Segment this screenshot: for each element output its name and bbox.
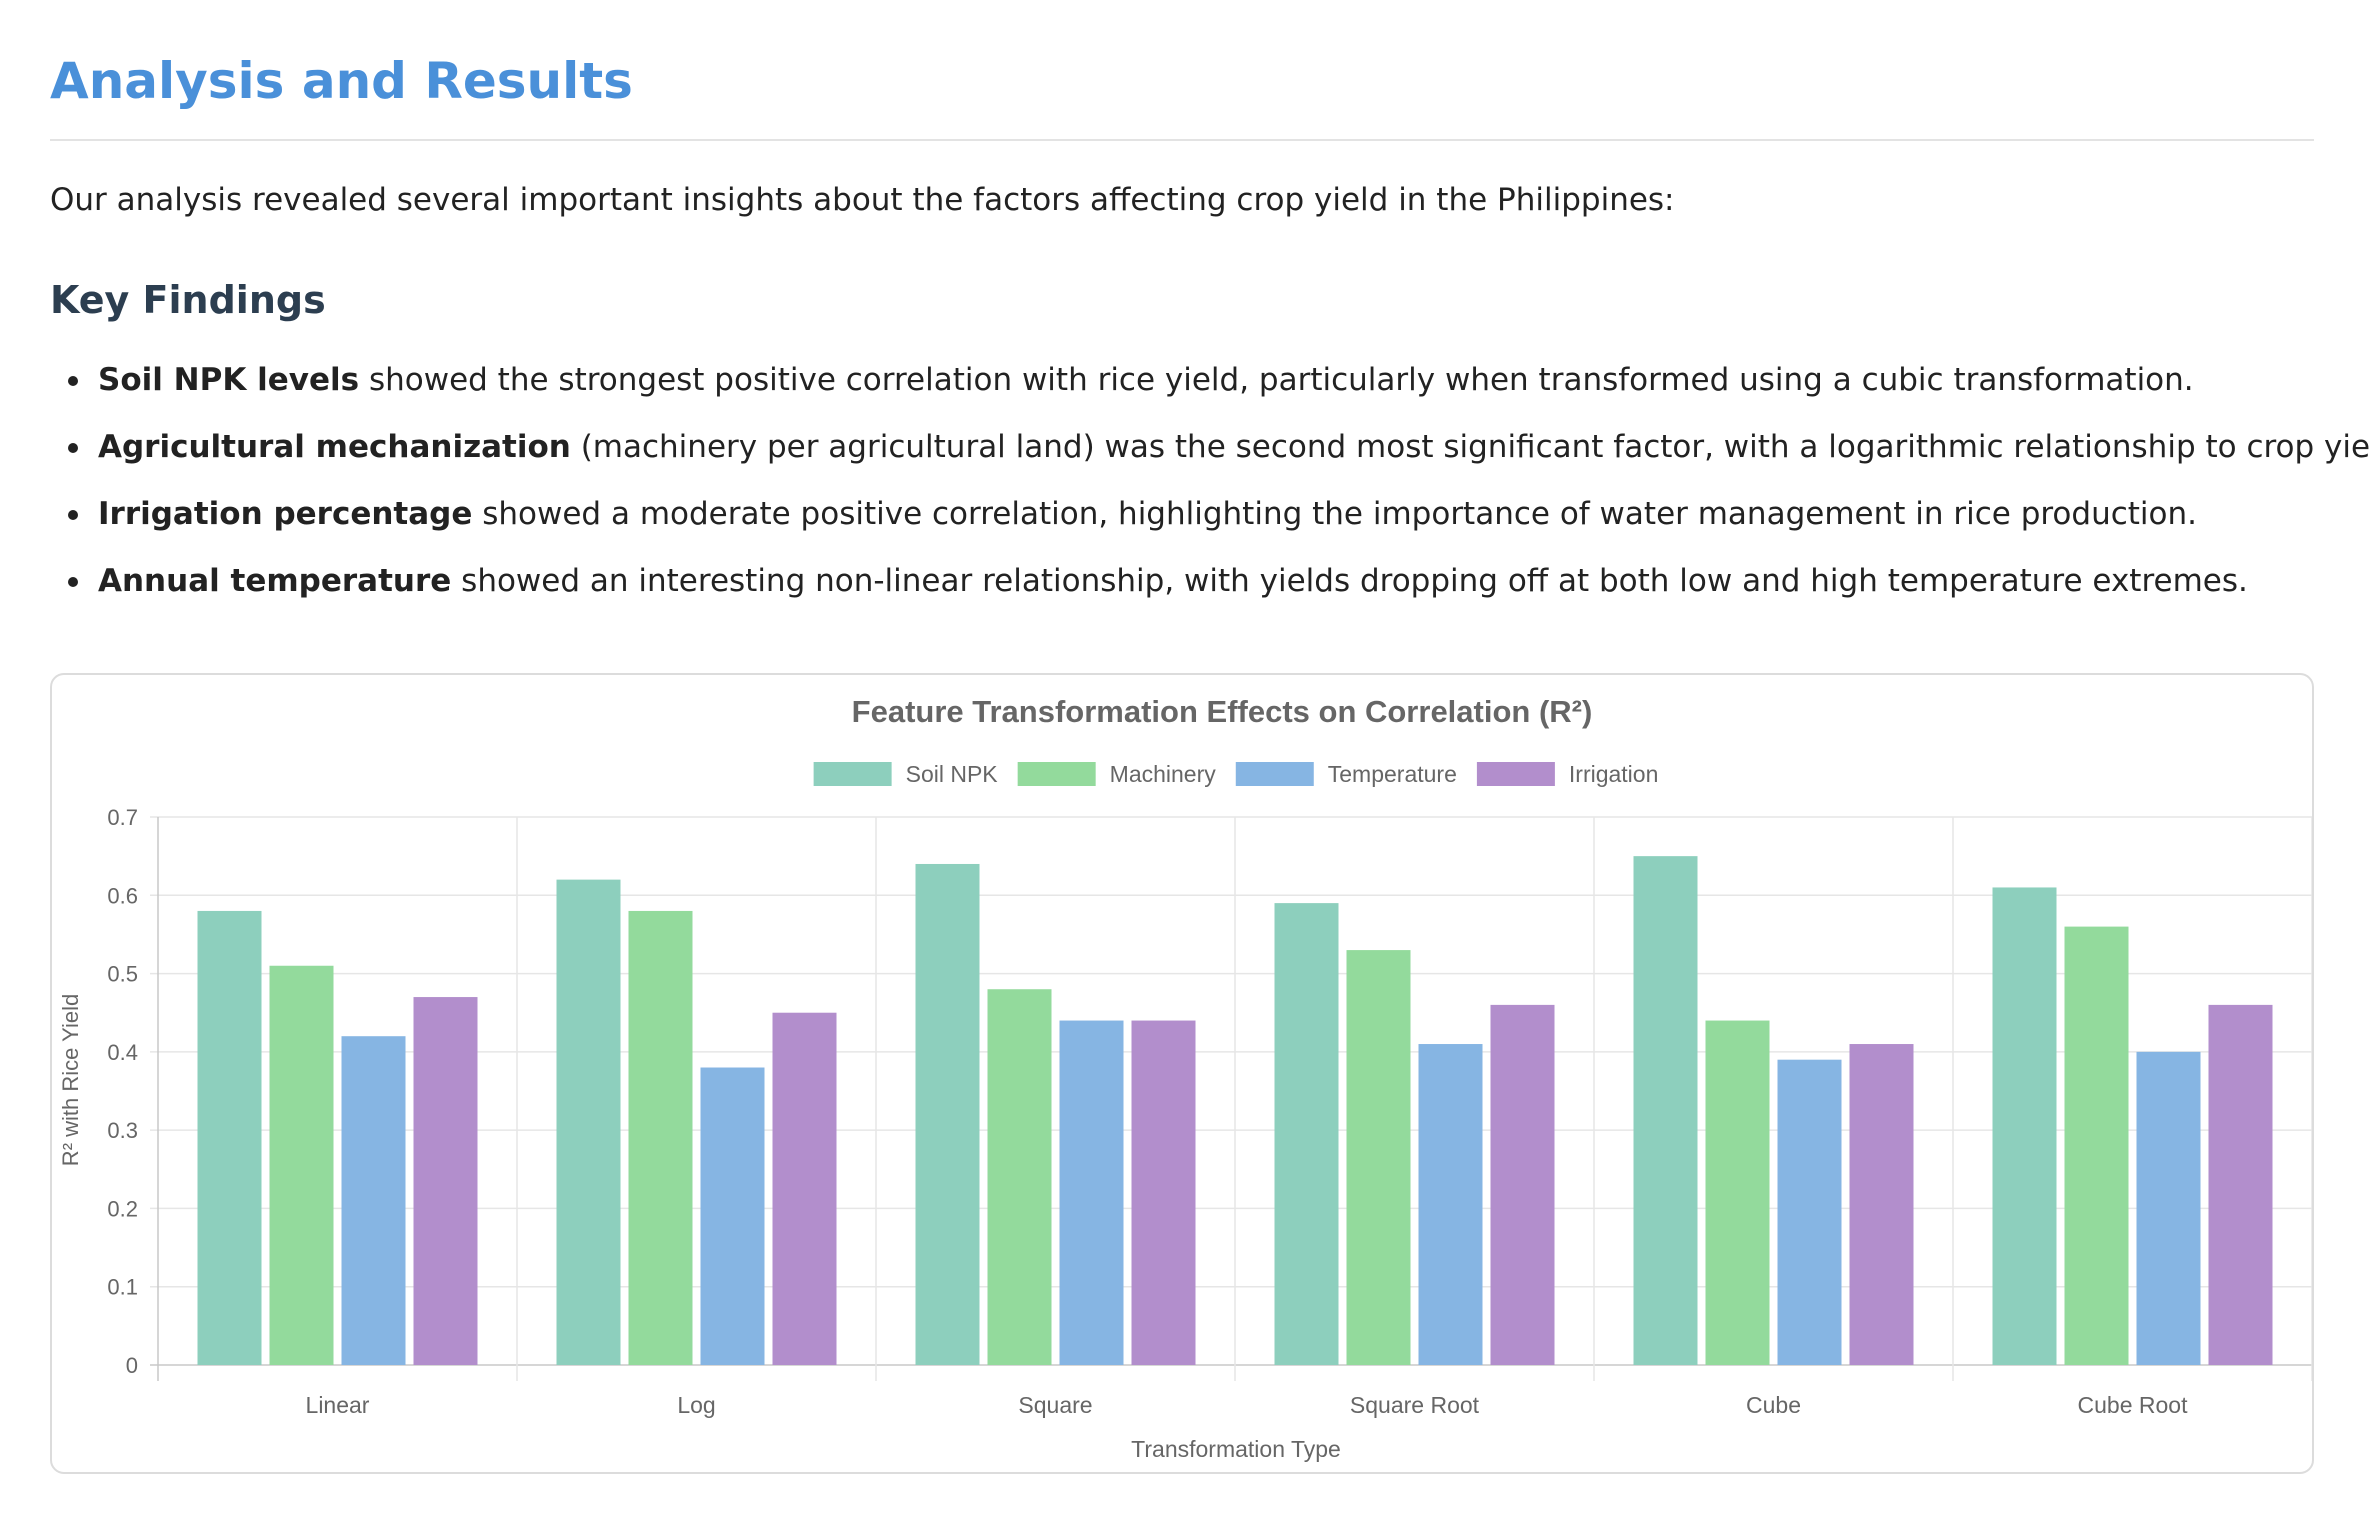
legend-swatch bbox=[1017, 762, 1096, 786]
bar-machinery[interactable] bbox=[628, 910, 693, 1365]
bar-temperature[interactable] bbox=[1059, 1020, 1124, 1365]
intro-paragraph: Our analysis revealed several important … bbox=[50, 182, 1675, 218]
bullet-icon bbox=[68, 510, 78, 520]
x-tick-label: Log bbox=[677, 1392, 715, 1418]
finding-term: Irrigation percentage bbox=[98, 496, 473, 532]
bar-temperature[interactable] bbox=[700, 1067, 765, 1365]
y-axis-label: R² with Rice Yield bbox=[58, 994, 83, 1166]
bar-machinery[interactable] bbox=[987, 989, 1052, 1365]
key-findings-list: Soil NPK levels showed the strongest pos… bbox=[50, 360, 2372, 628]
bar-irrigation[interactable] bbox=[413, 997, 478, 1365]
y-tick-label: 0.5 bbox=[107, 962, 138, 987]
chart-title: Feature Transformation Effects on Correl… bbox=[852, 694, 1593, 729]
bar-irrigation[interactable] bbox=[2208, 1004, 2273, 1365]
chart-bars bbox=[197, 856, 2273, 1365]
bar-irrigation[interactable] bbox=[1131, 1020, 1196, 1365]
bar-irrigation[interactable] bbox=[772, 1012, 837, 1365]
finding-item: Annual temperature showed an interesting… bbox=[50, 561, 2372, 628]
finding-text: showed an interesting non-linear relatio… bbox=[451, 563, 2248, 599]
bullet-icon bbox=[68, 577, 78, 587]
bullet-icon bbox=[68, 443, 78, 453]
chart-card: Feature Transformation Effects on Correl… bbox=[50, 673, 2314, 1474]
bar-soil-npk[interactable] bbox=[1274, 903, 1339, 1365]
y-tick-label: 0.1 bbox=[107, 1275, 138, 1300]
bar-temperature[interactable] bbox=[341, 1036, 406, 1365]
bar-chart: Feature Transformation Effects on Correl… bbox=[58, 694, 2312, 1462]
legend-swatch bbox=[1235, 762, 1314, 786]
bar-machinery[interactable] bbox=[1705, 1020, 1770, 1365]
bar-machinery[interactable] bbox=[2064, 926, 2129, 1365]
x-tick-label: Cube Root bbox=[2078, 1392, 2189, 1418]
x-tick-label: Square bbox=[1018, 1392, 1092, 1418]
y-tick-label: 0.2 bbox=[107, 1196, 138, 1221]
legend-item[interactable]: Irrigation bbox=[1476, 761, 1658, 787]
legend-item[interactable]: Soil NPK bbox=[813, 761, 999, 787]
title-divider bbox=[50, 139, 2314, 141]
page-title: Analysis and Results bbox=[50, 52, 633, 110]
finding-term: Annual temperature bbox=[98, 563, 452, 599]
bar-soil-npk[interactable] bbox=[1992, 887, 2057, 1365]
finding-term: Soil NPK levels bbox=[98, 362, 360, 398]
finding-text: showed a moderate positive correlation, … bbox=[472, 496, 2198, 532]
legend-item[interactable]: Temperature bbox=[1235, 761, 1457, 787]
x-tick-label: Linear bbox=[306, 1392, 370, 1418]
x-tick-label: Square Root bbox=[1350, 1392, 1480, 1418]
bar-soil-npk[interactable] bbox=[1633, 856, 1698, 1365]
legend-item[interactable]: Machinery bbox=[1017, 761, 1217, 787]
bar-irrigation[interactable] bbox=[1490, 1004, 1555, 1365]
legend-label: Temperature bbox=[1328, 761, 1457, 787]
finding-item: Agricultural mechanization (machinery pe… bbox=[50, 427, 2372, 494]
legend-label: Irrigation bbox=[1569, 761, 1658, 787]
finding-term: Agricultural mechanization bbox=[98, 429, 571, 465]
legend-swatch bbox=[1476, 762, 1555, 786]
finding-item: Irrigation percentage showed a moderate … bbox=[50, 494, 2372, 561]
legend-label: Machinery bbox=[1110, 761, 1217, 787]
y-axis-ticks: 0 0.1 0.2 0.3 0.4 0.5 0.6 0.7 bbox=[107, 805, 138, 1378]
bar-soil-npk[interactable] bbox=[915, 863, 980, 1365]
chart-legend: Soil NPK Machinery Temperature Irrigation bbox=[813, 761, 1658, 787]
bullet-icon bbox=[68, 376, 78, 386]
finding-text: (machinery per agricultural land) was th… bbox=[570, 429, 2372, 465]
bar-temperature[interactable] bbox=[1777, 1059, 1842, 1365]
y-tick-label: 0.4 bbox=[107, 1040, 138, 1065]
bar-machinery[interactable] bbox=[1346, 950, 1411, 1365]
legend-swatch bbox=[813, 762, 892, 786]
chart-grid bbox=[150, 816, 2312, 1381]
legend-label: Soil NPK bbox=[906, 761, 999, 787]
finding-text: showed the strongest positive correlatio… bbox=[359, 362, 2194, 398]
y-tick-label: 0.7 bbox=[107, 805, 138, 830]
bar-temperature[interactable] bbox=[2136, 1051, 2201, 1365]
y-tick-label: 0.3 bbox=[107, 1118, 138, 1143]
bar-soil-npk[interactable] bbox=[197, 910, 262, 1365]
bar-temperature[interactable] bbox=[1418, 1044, 1483, 1365]
finding-item: Soil NPK levels showed the strongest pos… bbox=[50, 360, 2372, 427]
y-tick-label: 0.6 bbox=[107, 883, 138, 908]
y-tick-label: 0 bbox=[126, 1353, 138, 1378]
bar-machinery[interactable] bbox=[269, 965, 334, 1365]
bar-irrigation[interactable] bbox=[1849, 1044, 1914, 1365]
bar-soil-npk[interactable] bbox=[556, 879, 621, 1365]
x-axis-ticks: Linear Log Square Square Root Cube Cube Root bbox=[306, 1392, 2189, 1418]
key-findings-heading: Key Findings bbox=[50, 278, 326, 322]
x-axis-label: Transformation Type bbox=[1131, 1436, 1341, 1462]
x-tick-label: Cube bbox=[1746, 1392, 1801, 1418]
